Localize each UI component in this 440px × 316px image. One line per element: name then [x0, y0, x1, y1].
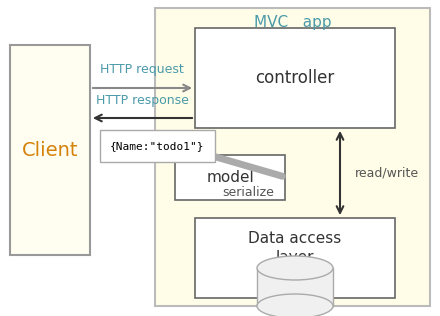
Text: model: model	[206, 170, 254, 185]
Text: HTTP request: HTTP request	[100, 63, 184, 76]
Ellipse shape	[257, 294, 333, 316]
FancyBboxPatch shape	[195, 218, 395, 298]
Text: controller: controller	[255, 69, 335, 87]
Polygon shape	[257, 268, 333, 306]
FancyBboxPatch shape	[175, 155, 285, 200]
FancyBboxPatch shape	[100, 130, 215, 162]
Text: HTTP response: HTTP response	[95, 94, 188, 107]
Text: read/write: read/write	[355, 167, 419, 179]
Text: serialize: serialize	[222, 186, 274, 199]
Text: Data access
layer: Data access layer	[248, 231, 341, 265]
FancyBboxPatch shape	[155, 8, 430, 306]
Ellipse shape	[257, 256, 333, 280]
FancyBboxPatch shape	[10, 45, 90, 255]
Text: {Name:"todo1"}: {Name:"todo1"}	[110, 141, 205, 151]
FancyBboxPatch shape	[195, 28, 395, 128]
Text: MVC   app: MVC app	[254, 15, 331, 29]
Text: Client: Client	[22, 141, 78, 160]
